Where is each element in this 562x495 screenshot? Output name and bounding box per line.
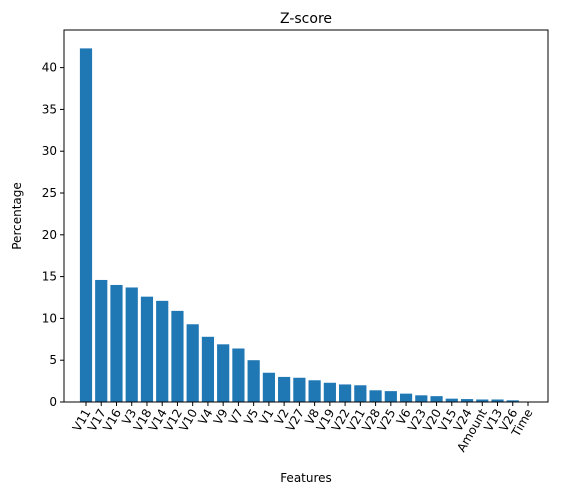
x-axis-title: Features [280,471,332,485]
bar-v13 [491,399,504,402]
bar-amount [476,399,489,402]
y-tick-label: 40 [42,61,57,75]
plot-frame [63,29,549,403]
y-tick-label: 20 [42,228,57,242]
bar-v2 [278,376,291,402]
bar-v1 [262,372,275,402]
bar-v22 [339,384,352,402]
y-tick-label: 5 [49,353,57,367]
bars-group [79,48,535,402]
y-tick-label: 0 [49,395,57,409]
bar-v9 [217,344,230,402]
x-tick-label: V5 [241,407,261,428]
bar-v10 [186,324,199,402]
x-tick-label: V8 [302,407,322,428]
bar-v23 [415,395,428,402]
bar-v26 [506,400,519,402]
x-tick-label: V9 [211,407,231,428]
y-tick-label: 30 [42,144,57,158]
y-axis-ticks: 0 5 10 15 20 25 30 35 40 [42,61,64,409]
x-tick-label: V4 [195,407,215,428]
bar-v4 [201,336,215,402]
bar-v7 [232,348,245,402]
bar-v21 [354,385,367,402]
y-tick-label: 10 [42,311,57,325]
bar-v14 [156,300,169,402]
x-tick-label: V6 [394,407,414,428]
y-tick-label: 15 [42,270,57,284]
bar-v11 [79,48,93,402]
y-tick-label: 25 [42,186,57,200]
bar-v12 [171,310,184,402]
x-tick-label: V1 [256,407,276,428]
bar-v6 [399,393,413,402]
chart-title: Z-score [280,11,332,27]
x-tick-label: V7 [226,407,246,428]
bar-v17 [95,279,108,402]
bar-v25 [384,391,397,402]
bar-v15 [445,398,458,402]
bar-v27 [293,377,306,402]
x-tick-label: V3 [119,407,139,428]
bar-v16 [110,284,123,402]
y-axis-title: Percentage [10,182,24,250]
bar-v18 [140,296,154,402]
x-axis-ticks: V11V17V16V3V18V14V12V10V4V9V7V5V1V2V27V8… [70,402,536,454]
bar-v8 [308,380,321,402]
bar-v28 [369,390,382,402]
bar-v20 [430,396,443,402]
y-tick-label: 35 [42,102,57,116]
bar-v19 [323,382,336,402]
bar-v24 [460,399,474,402]
x-tick-label: V2 [272,407,292,428]
bar-v5 [247,360,260,402]
bar-v3 [125,287,138,402]
